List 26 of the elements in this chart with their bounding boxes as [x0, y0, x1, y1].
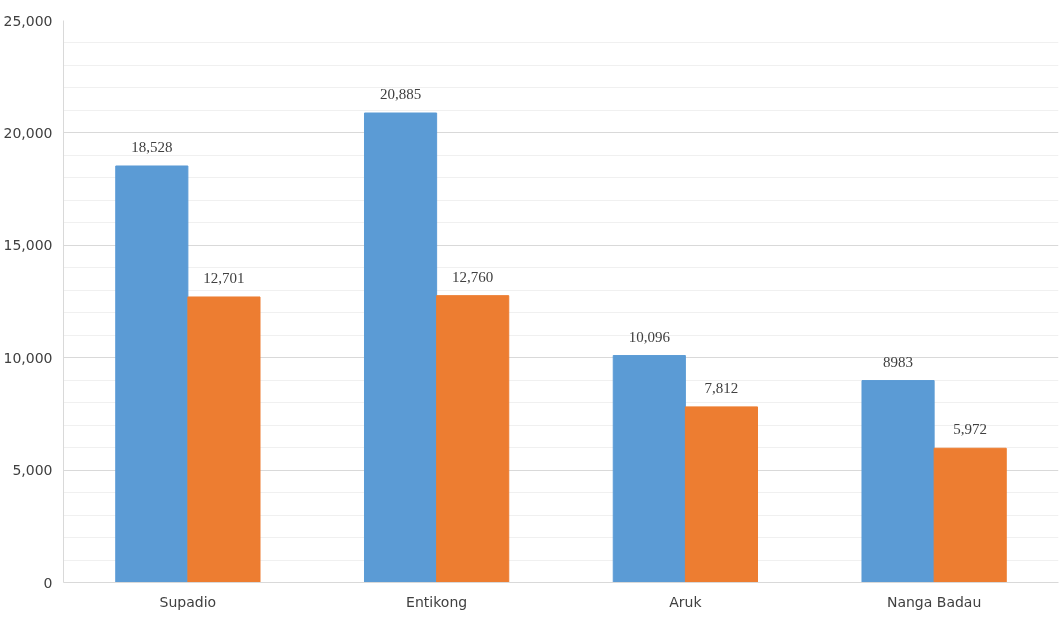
bar — [933, 447, 1007, 583]
bar — [612, 355, 686, 583]
data-label: 12,760 — [452, 268, 494, 285]
data-label: 18,528 — [131, 138, 173, 155]
data-label: 12,701 — [203, 269, 245, 286]
y-tick-label: 5,000 — [12, 462, 53, 479]
data-label: 10,096 — [628, 328, 671, 345]
x-tick-label: Aruk — [669, 593, 703, 610]
data-label: 5,972 — [953, 421, 988, 438]
y-tick-label: 15,000 — [3, 237, 53, 254]
data-label: 7,812 — [704, 379, 739, 396]
y-tick-label: 25,000 — [3, 12, 53, 29]
y-tick-label: 20,000 — [3, 124, 53, 141]
bar — [684, 406, 759, 583]
bar — [187, 296, 261, 583]
x-tick-label: Nanga Badau — [886, 593, 982, 610]
x-tick-label: Supadio — [159, 593, 217, 610]
data-label: 20,885 — [379, 86, 422, 103]
bar — [363, 112, 438, 583]
data-label: 8983 — [883, 353, 914, 370]
x-tick-label: Entikong — [406, 593, 468, 610]
y-tick-label: 0 — [43, 574, 53, 591]
bar — [436, 295, 510, 583]
bar — [115, 165, 189, 583]
y-tick-label: 10,000 — [3, 349, 53, 366]
bar — [861, 380, 935, 583]
